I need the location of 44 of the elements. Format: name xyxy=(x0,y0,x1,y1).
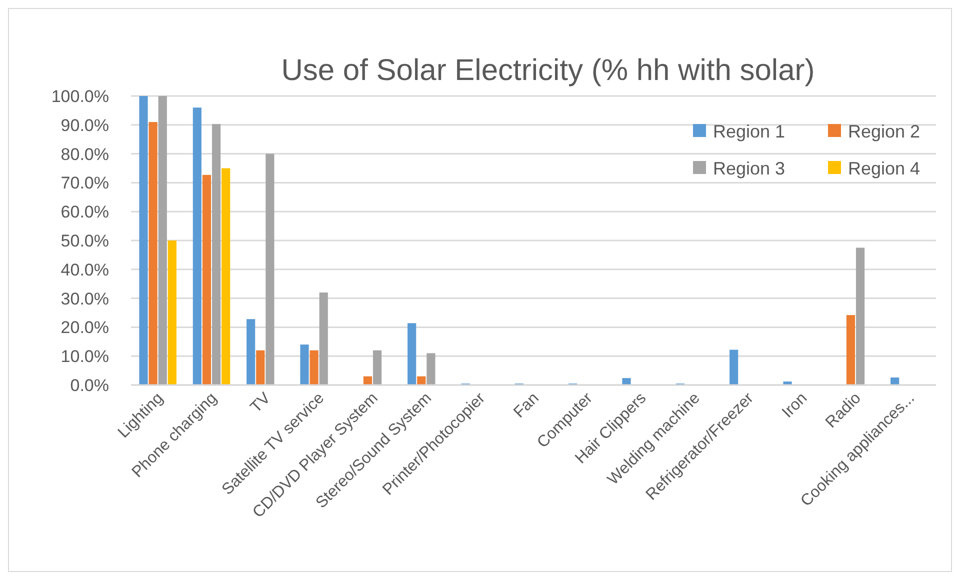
bar xyxy=(139,96,148,385)
bar xyxy=(266,154,274,385)
chart-title: Use of Solar Electricity (% hh with solar) xyxy=(281,54,815,87)
y-tick-label: 80.0% xyxy=(60,144,109,164)
legend-label: Region 2 xyxy=(848,121,920,142)
y-tick-label: 100.0% xyxy=(51,86,109,106)
bar xyxy=(310,350,318,385)
legend-label: Region 3 xyxy=(713,158,786,178)
bar xyxy=(319,292,328,385)
bar xyxy=(300,344,309,385)
bar xyxy=(246,319,256,385)
bar xyxy=(372,350,382,385)
bar xyxy=(426,353,436,385)
y-tick-label: 10.0% xyxy=(60,347,109,366)
bar xyxy=(212,124,221,385)
bar xyxy=(408,323,416,385)
bar xyxy=(363,376,372,385)
legend-label: Region 1 xyxy=(713,121,786,142)
bar xyxy=(256,350,265,385)
y-tick-label: 20.0% xyxy=(60,318,109,338)
x-tick-label: Fan xyxy=(510,390,542,422)
y-tick-label: 50.0% xyxy=(60,231,109,250)
bar xyxy=(148,122,158,385)
y-tick-label: 60.0% xyxy=(60,202,109,222)
bar xyxy=(192,108,202,385)
bar xyxy=(158,96,167,385)
bar xyxy=(730,350,738,385)
x-tick-label: Iron xyxy=(779,390,811,422)
y-tick-label: 90.0% xyxy=(60,116,109,135)
bar xyxy=(622,378,631,385)
x-tick-label: TV xyxy=(248,390,274,416)
bar xyxy=(856,248,865,385)
bar xyxy=(890,377,900,385)
bar xyxy=(417,376,426,385)
legend-label: Region 4 xyxy=(848,158,920,178)
y-tick-label: 0.0% xyxy=(70,376,109,395)
y-tick-label: 30.0% xyxy=(60,289,109,308)
y-tick-label: 40.0% xyxy=(60,260,109,280)
y-tick-label: 70.0% xyxy=(60,174,109,193)
bar xyxy=(222,168,230,385)
bar xyxy=(783,382,792,385)
bar xyxy=(202,174,212,385)
bar xyxy=(168,240,176,385)
bar xyxy=(846,315,856,385)
